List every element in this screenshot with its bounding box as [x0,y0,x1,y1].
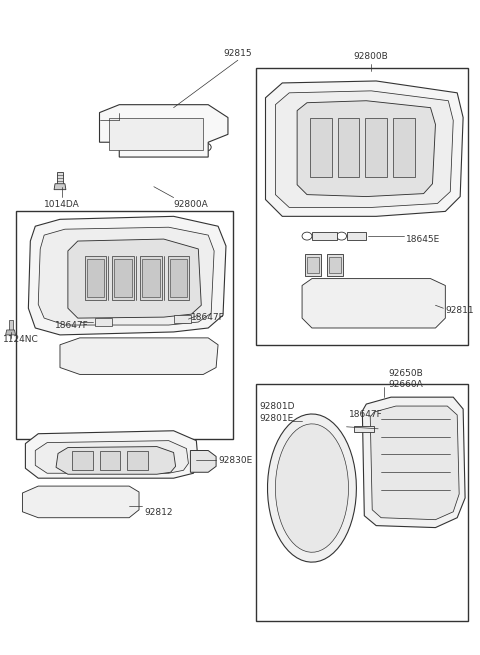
Text: 18645E: 18645E [406,234,440,244]
Polygon shape [56,447,176,474]
Ellipse shape [166,346,201,367]
Polygon shape [168,256,190,301]
Polygon shape [9,320,12,330]
Bar [376,117,387,132]
Bar [430,103,440,119]
Polygon shape [310,117,332,177]
Polygon shape [140,256,162,301]
Polygon shape [327,254,343,276]
Polygon shape [109,117,203,150]
Bar [431,103,439,117]
Bar [256,68,468,345]
Polygon shape [25,431,198,478]
Polygon shape [99,105,228,157]
Polygon shape [114,259,132,297]
Polygon shape [28,216,226,335]
Polygon shape [297,101,435,196]
Text: 92811: 92811 [445,306,474,314]
Polygon shape [362,397,465,527]
Polygon shape [267,414,357,562]
Bar [15,212,233,439]
Text: 92800B: 92800B [354,52,389,61]
Polygon shape [87,259,105,297]
Polygon shape [370,406,459,519]
Text: 92801D: 92801D [260,402,295,411]
Polygon shape [60,338,218,375]
Ellipse shape [374,425,384,433]
Polygon shape [393,117,415,177]
Text: 1014DA: 1014DA [44,200,80,208]
Polygon shape [265,81,463,216]
Text: 92815: 92815 [224,49,252,58]
Ellipse shape [179,117,189,124]
Polygon shape [174,315,192,323]
Polygon shape [302,278,445,328]
Bar [390,117,401,132]
Ellipse shape [201,143,211,151]
Polygon shape [38,227,214,325]
Polygon shape [191,451,216,472]
Text: 92801E: 92801E [260,414,294,423]
Bar [417,103,426,117]
Polygon shape [57,172,63,184]
Ellipse shape [127,128,141,138]
Polygon shape [112,256,134,301]
Polygon shape [337,117,360,177]
Polygon shape [365,117,387,177]
Ellipse shape [185,294,201,307]
Ellipse shape [111,318,121,326]
Text: 92660A: 92660A [388,381,423,389]
Polygon shape [312,232,336,240]
Polygon shape [99,451,120,470]
Text: 18647F: 18647F [55,320,89,329]
Ellipse shape [191,315,200,323]
Polygon shape [169,259,188,297]
Polygon shape [6,330,15,335]
Polygon shape [23,486,139,517]
Polygon shape [276,91,453,208]
Text: 92800A: 92800A [174,200,208,208]
Polygon shape [68,239,201,318]
Polygon shape [84,256,107,301]
Polygon shape [276,424,348,552]
Text: 92812: 92812 [144,508,172,517]
Ellipse shape [181,291,205,309]
Text: 1124NC: 1124NC [3,335,38,345]
Polygon shape [354,426,374,432]
Bar [416,103,427,119]
Polygon shape [72,451,93,470]
Polygon shape [127,451,148,470]
Polygon shape [329,257,341,272]
Ellipse shape [354,288,398,317]
Polygon shape [142,259,160,297]
Text: 18647F: 18647F [348,410,382,419]
Ellipse shape [336,232,347,240]
Ellipse shape [85,350,113,369]
Text: 92830E: 92830E [218,456,252,465]
Polygon shape [95,318,112,326]
Polygon shape [347,232,366,240]
Bar [256,384,468,622]
Polygon shape [307,257,319,272]
Text: 18647F: 18647F [192,312,225,322]
Polygon shape [35,441,189,474]
Text: 92650B: 92650B [388,369,423,379]
Polygon shape [54,184,66,190]
Ellipse shape [302,232,312,240]
Polygon shape [305,254,321,276]
